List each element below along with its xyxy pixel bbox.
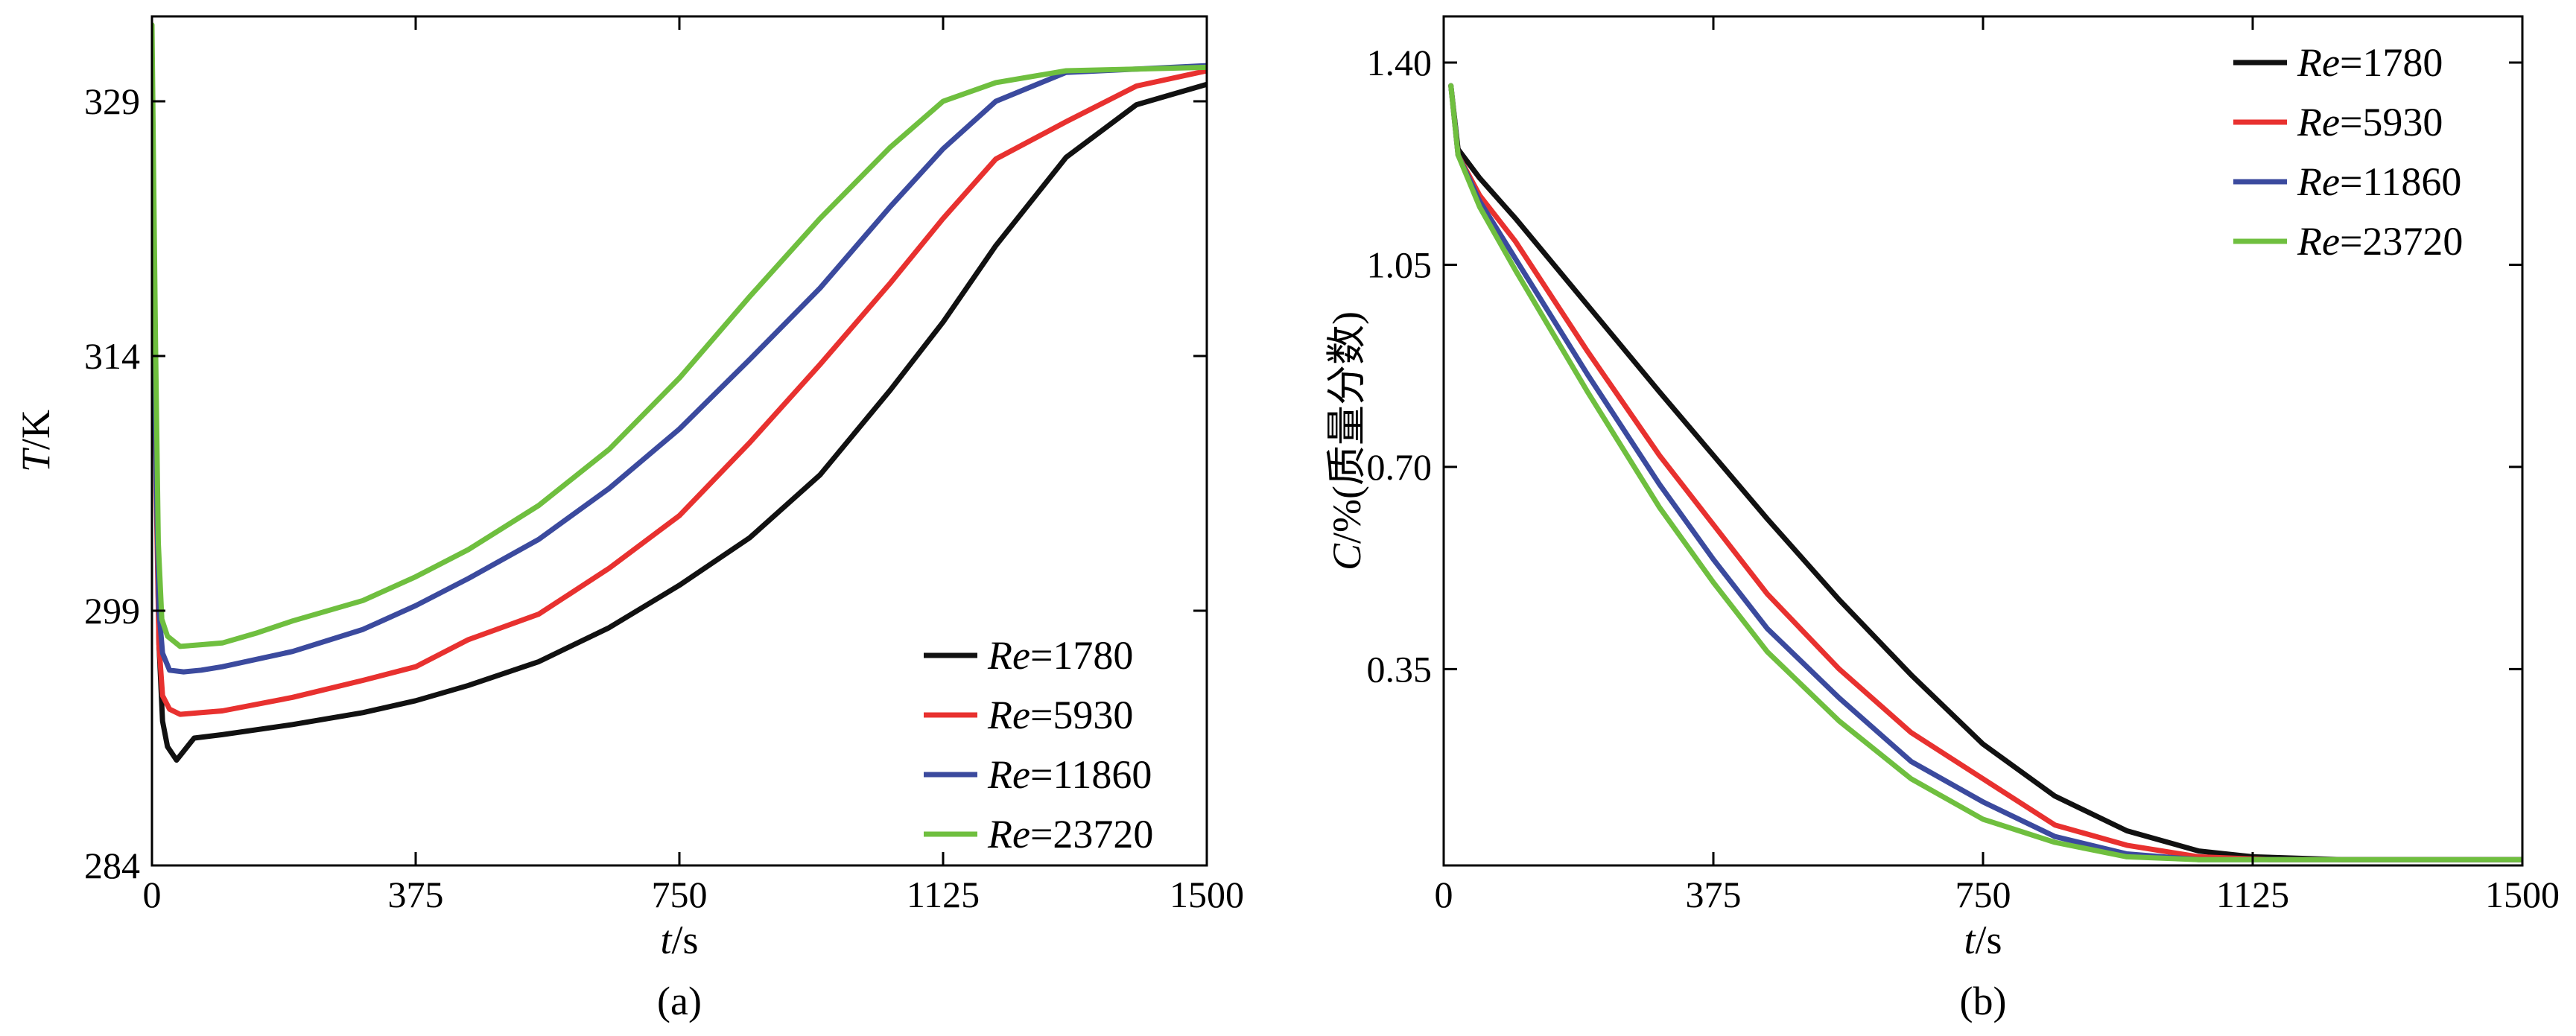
legend-label-4: Re=23720 bbox=[987, 812, 1153, 857]
x-tick-label: 0 bbox=[143, 874, 162, 915]
series-line-2 bbox=[152, 68, 1207, 717]
x-tick-label: 1500 bbox=[2485, 874, 2560, 915]
series-line-4 bbox=[1448, 83, 2522, 862]
series-line-4 bbox=[152, 22, 1207, 649]
legend-label-3: Re=11860 bbox=[2297, 159, 2461, 204]
legend-label-3: Re=11860 bbox=[987, 752, 1152, 797]
x-tick-label: 750 bbox=[652, 874, 708, 915]
series-line-1 bbox=[152, 81, 1207, 763]
panel-a-chart: 0 375 750 1125 1500 284 299 314 329 t/s T/K Re=1780… bbox=[13, 15, 1244, 1023]
x-tick-label: 1500 bbox=[1170, 874, 1244, 915]
legend-label-2: Re=5930 bbox=[987, 693, 1133, 737]
x-axis-label: t/s bbox=[1964, 918, 2002, 962]
x-axis-label-var: t bbox=[660, 918, 673, 962]
x-axis-label-unit: /s bbox=[1975, 918, 2002, 962]
y-axis-label: T/K bbox=[13, 410, 58, 472]
x-tick-label: 0 bbox=[1435, 874, 1453, 915]
x-tick-label: 375 bbox=[1686, 874, 1742, 915]
y-tick-label: 1.05 bbox=[1367, 244, 1433, 285]
legend: Re=1780 Re=5930 Re=11860 Re=23720 bbox=[2233, 40, 2463, 264]
x-axis-label: t/s bbox=[660, 918, 698, 962]
y-tick-label: 314 bbox=[84, 335, 140, 377]
series-lines bbox=[152, 22, 1207, 763]
panel-caption: (a) bbox=[657, 979, 702, 1023]
y-axis-label: C/%(质量分数) bbox=[1325, 311, 1369, 571]
legend-label-1: Re=1780 bbox=[2297, 40, 2443, 85]
y-axis-label-unit: /%(质量分数) bbox=[1325, 311, 1369, 544]
x-axis-label-unit: /s bbox=[671, 918, 698, 962]
y-tick-label: 0.35 bbox=[1367, 648, 1433, 690]
series-line-3 bbox=[152, 63, 1207, 675]
y-tick-label: 329 bbox=[84, 80, 140, 122]
legend-label-1: Re=1780 bbox=[987, 633, 1133, 678]
x-tick-label: 750 bbox=[1955, 874, 2011, 915]
panel-caption: (b) bbox=[1960, 979, 2007, 1023]
x-tick-label: 375 bbox=[388, 874, 444, 915]
x-tick-label: 1125 bbox=[2216, 874, 2289, 915]
plot-frame bbox=[150, 15, 1208, 867]
y-axis-label-unit: /K bbox=[13, 410, 58, 450]
y-tick-label: 299 bbox=[84, 590, 140, 632]
y-axis-label-var: C bbox=[1325, 543, 1369, 571]
y-tick-label: 0.70 bbox=[1367, 446, 1433, 488]
y-tick-label: 1.40 bbox=[1367, 42, 1433, 83]
series-lines bbox=[1448, 83, 2522, 862]
legend: Re=1780 Re=5930 Re=11860 Re=23720 bbox=[924, 633, 1153, 857]
legend-label-2: Re=5930 bbox=[2297, 100, 2443, 144]
y-axis-label-var: T bbox=[13, 447, 58, 472]
x-tick-label: 1125 bbox=[907, 874, 980, 915]
x-axis-label-var: t bbox=[1964, 918, 1976, 962]
y-tick-label: 284 bbox=[84, 845, 140, 886]
panel-b-chart: 0 375 750 1125 1500 0.35 0.70 1.05 1.40 t/s C/%(质量… bbox=[1325, 15, 2560, 1023]
legend-label-4: Re=23720 bbox=[2297, 219, 2463, 264]
